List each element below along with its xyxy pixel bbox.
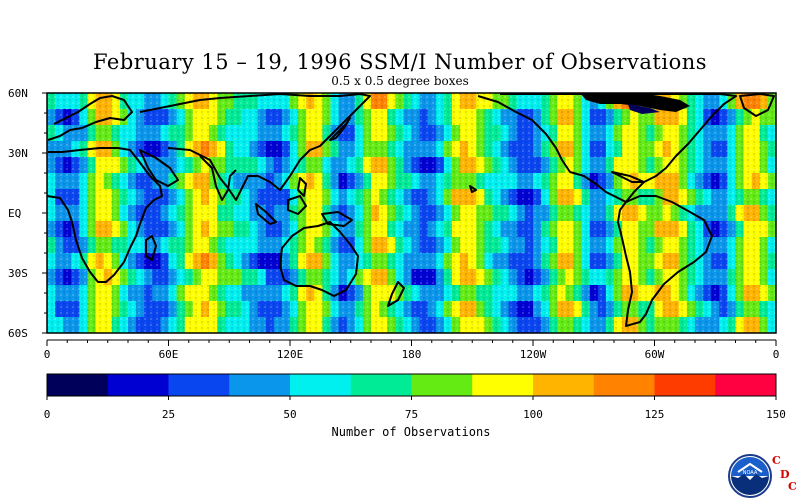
coastline-hawaii <box>469 185 477 193</box>
coastline-madagascar <box>145 235 157 261</box>
coastline-sumatra <box>255 203 277 225</box>
coastline-arabia <box>139 149 179 187</box>
noaa-cdc-logo: NOAA C D C <box>726 452 800 498</box>
coastline-japan <box>329 117 351 141</box>
lat-tick-label: 60S <box>8 327 28 340</box>
colorbar-tick-label: 100 <box>523 408 543 421</box>
colorbar-title: Number of Observations <box>331 425 491 439</box>
lon-tick-label: 180 <box>402 348 422 361</box>
hudson-bay <box>628 104 660 114</box>
coastline-africa-europe <box>47 147 163 283</box>
lon-tick-label: 60W <box>645 348 665 361</box>
coastline-india <box>199 155 237 201</box>
chart-title: February 15 – 19, 1996 SSM/I Number of O… <box>92 50 708 74</box>
cdc-letter-2: D <box>780 468 790 481</box>
coastline-philippines <box>297 177 307 197</box>
lat-tick-label: 30N <box>8 147 28 160</box>
lon-tick-label: 0 <box>44 348 51 361</box>
colorbar-tick-label: 75 <box>405 408 418 421</box>
lon-tick-label: 0 <box>773 348 780 361</box>
longitude-axis: 0 60E 120E 180 120W 60W 0 <box>44 339 780 361</box>
colorbar-tick-label: 125 <box>645 408 665 421</box>
coastline-cuba <box>611 171 645 183</box>
chart-subtitle: 0.5 x 0.5 degree boxes <box>331 74 469 88</box>
colorbar-swatch <box>472 374 534 396</box>
colorbar-swatch <box>654 374 716 396</box>
coastline-north-america <box>477 93 737 203</box>
coastline-asia <box>139 93 371 201</box>
heatmap-panel <box>46 92 777 334</box>
lon-tick-label: 60E <box>159 348 179 361</box>
colorbar-swatch <box>47 374 109 396</box>
colorbar-swatch <box>229 374 291 396</box>
lat-tick-label: 60N <box>8 87 28 100</box>
colorbar-swatch <box>715 374 777 396</box>
lat-tick-label: EQ <box>8 207 21 220</box>
colorbar-swatch <box>168 374 230 396</box>
colorbar-swatch <box>411 374 473 396</box>
lon-tick-label: 120E <box>277 348 304 361</box>
cdc-letter-3: C <box>788 480 797 493</box>
colorbar-tick-label: 0 <box>44 408 51 421</box>
colorbar-swatch <box>107 374 169 396</box>
colorbar-swatch <box>350 374 412 396</box>
colorbar-tick-label: 150 <box>766 408 786 421</box>
colorbar-tick-label: 25 <box>162 408 175 421</box>
coastline-greenland <box>739 93 775 117</box>
arctic-landmass <box>580 93 690 112</box>
lat-tick-label: 30S <box>8 267 28 280</box>
cdc-letter-1: C <box>772 454 781 467</box>
coastline-south-america <box>617 195 713 327</box>
coastline-borneo <box>287 195 307 215</box>
colorbar-swatch <box>290 374 352 396</box>
colorbar-swatch <box>593 374 655 396</box>
latitude-axis: 60N 30N EQ 30S 60S <box>8 87 47 340</box>
coastline-new-zealand <box>387 281 405 307</box>
colorbar-swatch <box>533 374 595 396</box>
lon-tick-label: 120W <box>520 348 547 361</box>
coastline-europe <box>47 95 133 141</box>
noaa-logo-text: NOAA <box>743 470 758 476</box>
coastline-australia <box>279 221 359 297</box>
noaa-logo-icon: NOAA <box>728 454 772 498</box>
colorbar-tick-label: 50 <box>283 408 296 421</box>
colorbar: 0 25 50 75 100 125 150 <box>44 373 786 421</box>
